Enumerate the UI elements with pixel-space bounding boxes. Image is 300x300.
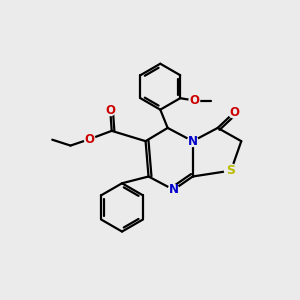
Circle shape [189,95,200,106]
Text: S: S [226,164,236,177]
Circle shape [188,136,198,146]
Circle shape [105,105,116,116]
Circle shape [229,107,239,118]
Text: O: O [189,94,199,107]
Text: O: O [105,104,115,117]
Circle shape [168,184,179,195]
Text: N: N [188,135,198,148]
Circle shape [84,134,95,144]
Text: N: N [169,183,178,196]
Text: O: O [229,106,239,119]
Text: O: O [85,133,94,146]
Circle shape [224,164,238,177]
